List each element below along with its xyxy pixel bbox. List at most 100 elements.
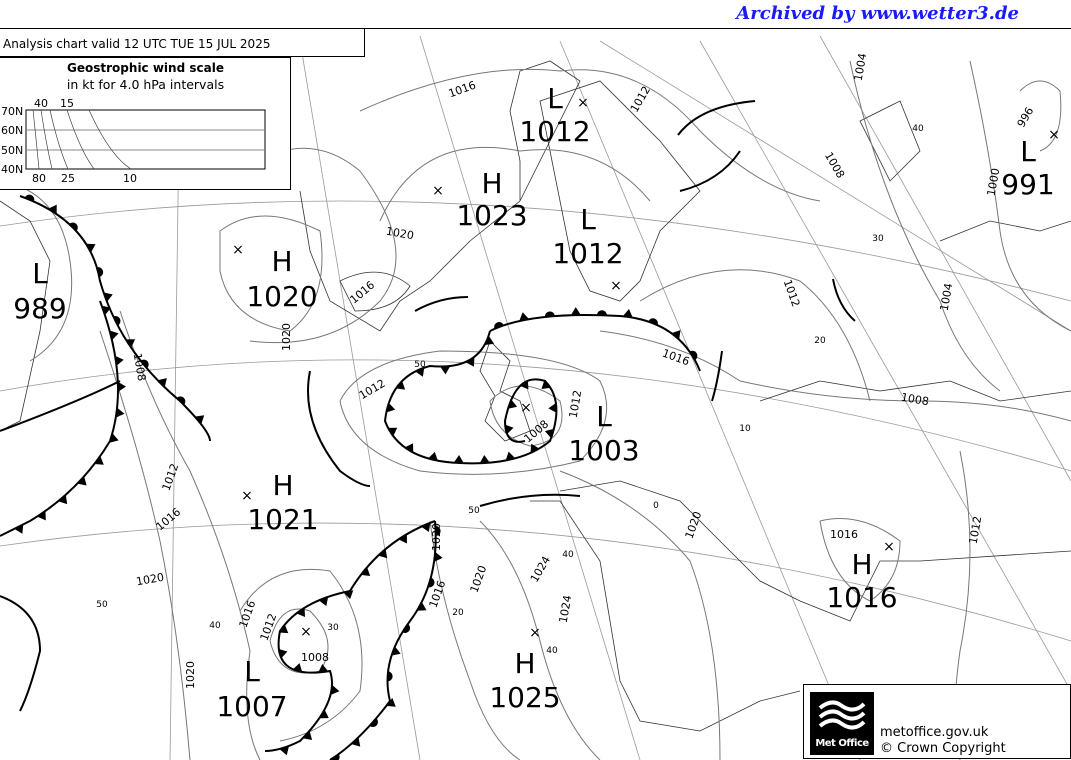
cold-front-symbol — [318, 664, 329, 673]
pressure-system-value: 1023 — [456, 199, 527, 232]
wind-scale-label: 50 — [96, 600, 108, 610]
cold-front-symbol — [378, 548, 388, 559]
cold-front-symbol — [343, 590, 354, 600]
cold-front-symbol — [570, 307, 581, 316]
cold-front-symbol — [115, 407, 125, 418]
centre-cross-icon: × — [610, 278, 622, 294]
cold-front-symbol — [519, 379, 529, 390]
cold-front-symbol — [386, 697, 396, 707]
pressure-system-value: 1012 — [519, 115, 590, 148]
lat-label: 60N — [1, 124, 23, 137]
archive-notice[interactable]: Archived by www.wetter3.de — [736, 3, 1019, 24]
centre-cross-icon: × — [577, 95, 589, 111]
cold-front-symbol — [519, 312, 530, 321]
warm-front-symbol — [113, 316, 121, 326]
cold-front-symbol — [622, 308, 633, 318]
isobar-label: 1012 — [160, 462, 182, 493]
synoptic-map: L1012×H1023×L1012×H1020×L989L991×L1003×H… — [0, 28, 1071, 760]
cold-front-symbol — [428, 451, 438, 461]
cold-front-symbol — [157, 378, 167, 388]
isobar-label: 1012 — [628, 84, 653, 115]
pressure-system-value: 1020 — [246, 280, 317, 313]
cold-front-symbol — [278, 624, 289, 634]
isobar-label: 1024 — [528, 554, 553, 585]
cold-front-symbol — [58, 494, 68, 505]
coastlines — [0, 60, 1071, 732]
centre-cross-icon: × — [232, 242, 244, 258]
cold-front-symbol — [479, 454, 490, 464]
warm-front-symbol — [689, 350, 698, 361]
cold-front-symbol — [103, 292, 113, 302]
cold-front-symbol — [319, 709, 329, 719]
cold-front-symbol — [86, 243, 96, 253]
wind-scale-title: Geostrophic wind scale — [67, 61, 224, 75]
cold-front-symbol — [292, 663, 303, 673]
wind-scale-label: 20 — [452, 608, 464, 618]
isobar-label: 1020 — [135, 571, 165, 589]
site-link[interactable]: metoffice.gov.uk — [880, 725, 989, 740]
wind-scale-graph: 70N 60N 50N 40N 40 15 80 25 10 — [1, 97, 266, 185]
isobar-label: 1020 — [683, 510, 705, 541]
cold-front-symbol — [48, 204, 57, 215]
isobar-label: 1000 — [985, 167, 1003, 197]
cold-front-symbol — [395, 380, 406, 390]
wind-scale-label: 40 — [562, 550, 574, 560]
speed-label: 80 — [32, 172, 46, 185]
cold-front-symbol — [77, 476, 87, 486]
cold-front-symbol — [330, 685, 340, 695]
cold-front-symbol — [302, 730, 313, 740]
cold-front-symbol — [115, 355, 124, 366]
cold-front-symbol — [125, 339, 136, 348]
isobar-label: 1012 — [781, 278, 803, 309]
speed-label: 40 — [34, 97, 48, 110]
isobar-label: 1008 — [900, 391, 930, 409]
warm-front-symbol — [494, 322, 504, 329]
cold-front-symbol — [440, 366, 451, 375]
pressure-system-value: 1007 — [216, 690, 287, 723]
wind-scale-label: 10 — [739, 424, 751, 434]
copyright: © Crown Copyright — [880, 741, 1006, 756]
isobar-label: 1012 — [567, 389, 585, 419]
isobar-label: 1016 — [237, 599, 259, 630]
isobar-label: 996 — [1015, 105, 1037, 130]
wind-scale-label: 50 — [468, 506, 480, 516]
warm-front-symbol — [387, 671, 393, 682]
cold-front-symbol — [507, 399, 518, 409]
cold-front-symbol — [417, 601, 427, 611]
cold-front-symbol — [360, 567, 371, 577]
logo-text: Met Office — [815, 738, 869, 749]
footer: Met Office metoffice.gov.uk © Crown Copy… — [803, 684, 1071, 759]
wind-scale-label: 50 — [414, 360, 426, 370]
warm-front-symbol — [69, 222, 78, 232]
cold-front-symbol — [544, 428, 555, 439]
centre-cross-icon: × — [1048, 127, 1060, 143]
wind-scale-label: 30 — [327, 623, 339, 633]
isobar-label: 1024 — [557, 594, 575, 624]
isobar-label: 1016 — [347, 278, 377, 306]
cold-front-symbol — [37, 510, 46, 521]
met-office-logo[interactable]: Met Office — [810, 692, 874, 755]
cold-front-symbol — [671, 330, 681, 340]
wind-scale-label: 30 — [872, 234, 884, 244]
warm-front-symbol — [96, 267, 104, 278]
isobar-label: 1004 — [938, 282, 956, 312]
isobar-label: 1016 — [447, 79, 478, 101]
wind-scale-label: 40 — [912, 124, 924, 134]
cold-front-symbol — [465, 357, 475, 367]
warm-front-symbol — [544, 311, 555, 317]
isobars — [0, 60, 1071, 760]
pressure-system-type: H — [272, 469, 293, 502]
cold-front-symbol — [296, 607, 306, 617]
cold-front-symbol — [278, 648, 288, 659]
cold-front-symbol — [404, 443, 414, 453]
front-symbols — [14, 194, 698, 760]
pressure-system-value: 1016 — [826, 581, 897, 614]
warm-front-symbol — [402, 623, 411, 633]
cold-front-symbol — [14, 524, 24, 534]
waves-icon — [818, 700, 866, 730]
isobar-label: 1012 — [967, 515, 985, 545]
speed-label: 10 — [123, 172, 137, 185]
wind-scale-label: 40 — [209, 621, 221, 631]
pressure-systems: L1012×H1023×L1012×H1020×L989L991×L1003×H… — [13, 82, 1060, 723]
cold-front-symbol — [421, 522, 431, 533]
